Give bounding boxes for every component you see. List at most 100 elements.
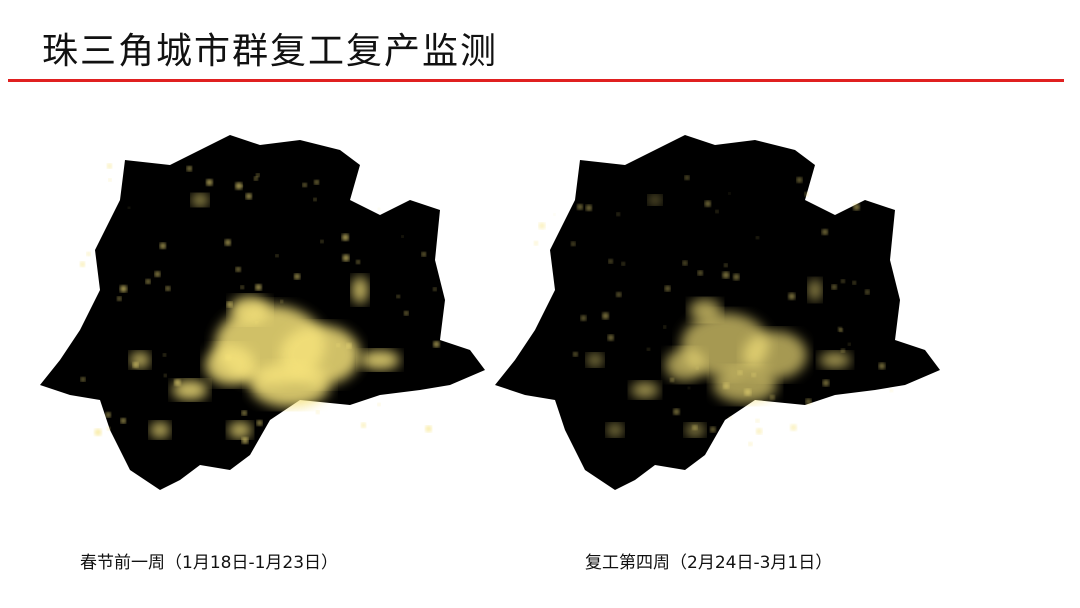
light-spot bbox=[245, 193, 252, 200]
light-spot bbox=[145, 279, 151, 284]
light-spot bbox=[687, 386, 690, 390]
light-cluster bbox=[743, 331, 807, 379]
map-resumption-week-four bbox=[495, 135, 940, 490]
light-spot bbox=[163, 353, 167, 357]
light-spot bbox=[241, 437, 249, 444]
light-spot bbox=[294, 273, 300, 280]
night-lights bbox=[534, 175, 893, 446]
light-spot bbox=[342, 254, 350, 262]
light-spot bbox=[314, 179, 319, 185]
light-spot bbox=[163, 374, 167, 377]
light-spot bbox=[94, 428, 102, 436]
light-spot bbox=[841, 279, 845, 283]
light-spot bbox=[240, 285, 244, 290]
light-spot bbox=[120, 285, 127, 293]
light-spot bbox=[724, 263, 728, 268]
light-spot bbox=[224, 239, 231, 246]
light-spot bbox=[128, 206, 131, 209]
light-spot bbox=[722, 271, 730, 279]
light-spot bbox=[107, 163, 112, 169]
light-spot bbox=[673, 408, 680, 415]
light-spot bbox=[313, 197, 317, 202]
slide-title: 珠三角城市群复工复产监测 bbox=[42, 31, 499, 72]
light-spot bbox=[105, 412, 111, 418]
light-spot bbox=[132, 362, 139, 368]
light-cluster bbox=[172, 380, 208, 400]
light-spot bbox=[790, 424, 797, 431]
light-cluster bbox=[250, 363, 330, 407]
light-cluster bbox=[360, 350, 400, 370]
light-cluster bbox=[228, 422, 252, 438]
light-spot bbox=[421, 252, 426, 257]
light-cluster bbox=[808, 278, 822, 302]
light-spot bbox=[831, 284, 837, 290]
light-spot bbox=[404, 311, 409, 316]
light-spot bbox=[729, 416, 732, 420]
light-spot bbox=[396, 294, 400, 299]
light-cluster bbox=[587, 353, 603, 367]
light-spot bbox=[253, 176, 258, 181]
light-spot bbox=[534, 241, 538, 246]
light-spot bbox=[647, 348, 650, 351]
light-spot bbox=[425, 425, 432, 432]
light-spot bbox=[853, 203, 860, 211]
light-spot bbox=[336, 343, 340, 348]
light-cluster bbox=[150, 422, 170, 438]
light-cluster bbox=[665, 349, 705, 381]
light-spot bbox=[80, 261, 85, 267]
light-spot bbox=[275, 254, 279, 258]
light-spot bbox=[377, 207, 381, 211]
light-cluster bbox=[352, 276, 368, 304]
light-spot bbox=[538, 222, 546, 229]
light-spot bbox=[241, 410, 247, 416]
light-spot bbox=[235, 267, 241, 272]
light-spot bbox=[571, 241, 576, 247]
light-cluster bbox=[205, 345, 255, 385]
map-before-spring-festival bbox=[40, 135, 485, 490]
light-spot bbox=[602, 312, 609, 320]
light-spot bbox=[117, 296, 122, 301]
light-spot bbox=[852, 280, 857, 285]
light-spot bbox=[841, 348, 845, 353]
light-spot bbox=[669, 377, 675, 383]
light-spot bbox=[577, 204, 583, 210]
light-spot bbox=[756, 236, 759, 239]
light-spot bbox=[316, 410, 320, 414]
light-spot bbox=[788, 293, 796, 300]
light-spot bbox=[756, 428, 762, 435]
light-spot bbox=[255, 284, 262, 291]
light-cluster bbox=[192, 194, 208, 206]
light-spot bbox=[684, 175, 690, 180]
light-spot bbox=[225, 354, 232, 361]
light-spot bbox=[159, 242, 166, 249]
light-spot bbox=[256, 420, 263, 426]
light-spot bbox=[822, 379, 829, 386]
light-spot bbox=[186, 166, 192, 172]
light-cluster bbox=[713, 367, 777, 403]
light-spot bbox=[80, 377, 86, 382]
light-spot bbox=[174, 379, 181, 386]
light-spot bbox=[695, 367, 699, 370]
light-spot bbox=[616, 292, 622, 297]
light-spot bbox=[256, 173, 260, 177]
light-spot bbox=[585, 204, 592, 211]
light-spot bbox=[723, 383, 730, 389]
light-cluster bbox=[607, 423, 623, 437]
light-cluster bbox=[630, 382, 660, 398]
light-spot bbox=[154, 271, 161, 277]
light-spot bbox=[664, 285, 671, 292]
light-spot bbox=[320, 240, 324, 243]
light-spot bbox=[377, 403, 381, 406]
light-spot bbox=[878, 362, 885, 370]
light-spot bbox=[346, 343, 352, 349]
light-spot bbox=[751, 372, 756, 377]
light-spot bbox=[433, 287, 437, 291]
caption-before: 春节前一周（1月18日-1月23日） bbox=[80, 553, 339, 573]
light-spot bbox=[616, 212, 620, 216]
light-spot bbox=[704, 200, 711, 207]
light-spot bbox=[748, 442, 753, 446]
light-spot bbox=[235, 182, 243, 190]
light-spot bbox=[580, 315, 587, 321]
light-spot bbox=[697, 270, 703, 276]
light-spot bbox=[226, 301, 233, 308]
